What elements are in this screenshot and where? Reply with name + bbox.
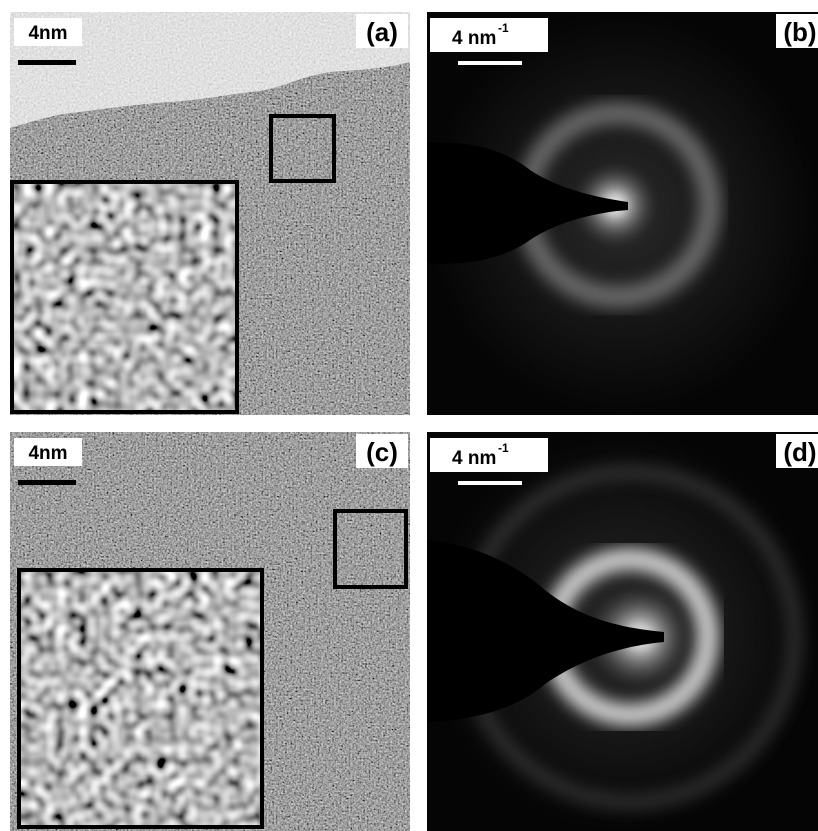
panel-c: 4nm (c) (10, 432, 410, 831)
figure: 4nm (a) 4 nm -1 (b) 4nm (c) 4 nm (0, 0, 818, 831)
scale-bar (18, 60, 76, 65)
panel-b: 4 nm -1 (b) (427, 12, 818, 415)
scale-bar (458, 481, 522, 485)
page: 4nm (a) 4 nm -1 (b) 4nm (c) 4 nm (0, 0, 818, 831)
scale-label-exponent: -1 (498, 21, 509, 35)
scale-label-exponent: -1 (498, 441, 509, 455)
inset (12, 182, 237, 412)
scale-label: 4 nm (452, 448, 496, 469)
panel-label: (a) (366, 17, 398, 47)
panel-a: 4nm (a) (10, 12, 410, 415)
panel-label: (c) (366, 437, 398, 467)
scale-label: 4nm (28, 23, 67, 44)
scale-label: 4nm (28, 443, 67, 464)
panel-d: 4 nm -1 (d) (427, 432, 818, 831)
panel-label: (b) (783, 17, 816, 47)
scale-bar (18, 480, 76, 485)
panel-label: (d) (783, 437, 816, 467)
scale-label: 4 nm (452, 28, 496, 49)
inset (19, 570, 262, 827)
scale-bar (458, 61, 522, 65)
